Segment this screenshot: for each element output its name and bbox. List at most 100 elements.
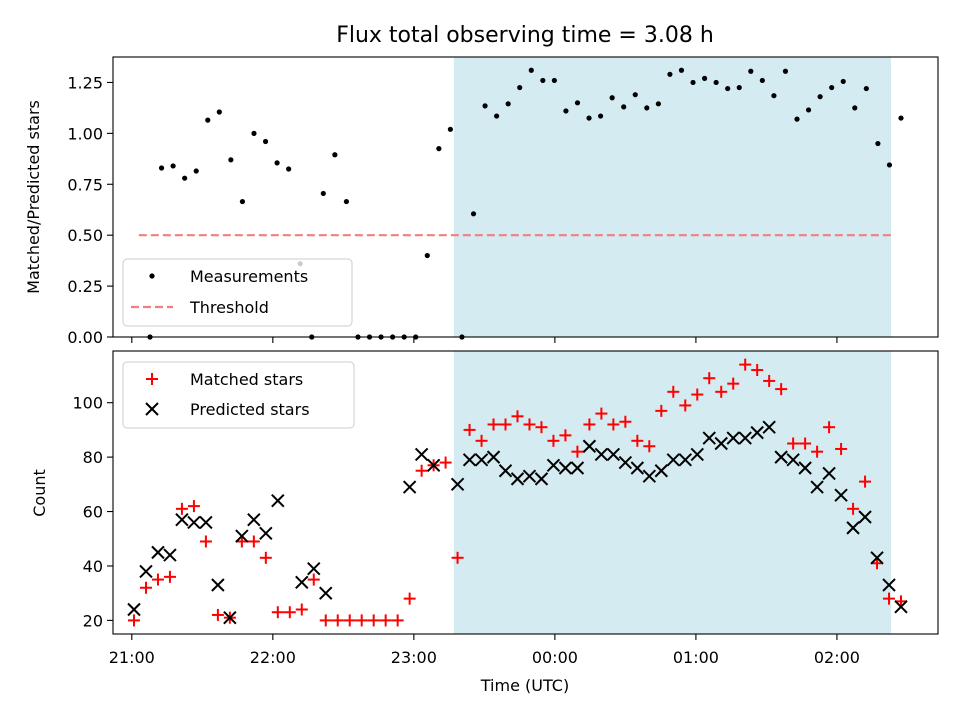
measurement-point: [621, 104, 627, 110]
measurement-point: [829, 84, 835, 91]
top-y-tick-label: 1.25: [67, 73, 103, 92]
measurement-point: [274, 160, 280, 166]
matched-star-marker: [811, 445, 824, 458]
matched-star-marker: [703, 372, 716, 385]
predicted-star-marker: [546, 458, 561, 472]
matched-star-marker: [355, 614, 368, 627]
matched-star-marker: [751, 364, 764, 377]
predicted-star-marker: [666, 453, 681, 467]
bottom-y-tick-label: 20: [83, 611, 103, 630]
measurement-point: [701, 75, 708, 81]
predicted-star-marker: [474, 453, 489, 467]
legend-label-threshold: Threshold: [189, 298, 269, 317]
predicted-star-marker: [163, 548, 177, 562]
legend-marker-measurements: [149, 273, 155, 279]
matched-star-marker: [559, 429, 572, 442]
matched-star-marker: [835, 442, 848, 455]
measurement-point: [563, 108, 569, 114]
predicted-star-marker: [175, 513, 189, 527]
matched-star-marker: [247, 535, 260, 548]
matched-star-marker: [463, 423, 476, 436]
matched-star-marker: [307, 573, 320, 586]
top-y-tick-label: 0.25: [67, 277, 103, 296]
top-xticks: [131, 337, 838, 343]
matched-star-marker: [607, 418, 620, 431]
measurement-point: [840, 78, 846, 85]
matched-star-marker: [235, 535, 248, 548]
bottom-y-tick-label: 100: [72, 394, 103, 413]
predicted-star-marker: [882, 578, 896, 592]
predicted-star-marker: [798, 461, 812, 475]
matched-star-marker: [775, 383, 788, 396]
top-y-tick-label: 1.00: [67, 124, 103, 143]
legend-label-matched: Matched stars: [190, 370, 303, 389]
matched-star-marker: [487, 418, 500, 431]
matched-star-marker: [535, 421, 548, 434]
matched-star-marker: [139, 581, 152, 594]
measurement-point: [713, 79, 719, 86]
predicted-star-marker: [414, 447, 429, 462]
predicted-star-marker: [187, 515, 201, 530]
predicted-star-marker: [894, 600, 908, 614]
predicted-star-marker: [534, 472, 549, 486]
matched-star-marker: [823, 421, 836, 434]
matched-star-marker: [451, 551, 464, 564]
predicted-star-marker: [235, 529, 249, 543]
predicted-star-marker: [247, 513, 261, 527]
measurement-point: [216, 109, 222, 115]
bottom-x-tick-label: 02:00: [814, 648, 860, 667]
matched-star-marker: [391, 614, 404, 627]
matched-star-marker: [343, 614, 356, 627]
predicted-star-marker: [774, 450, 788, 464]
predicted-star-marker: [558, 461, 573, 475]
matched-star-marker: [847, 502, 860, 515]
bottom-xlabel: Time (UTC): [480, 676, 569, 695]
matched-star-marker: [439, 456, 452, 469]
matched-star-marker: [547, 434, 560, 447]
chart-title: Flux total observing time = 3.08 h: [336, 23, 714, 48]
predicted-star-marker: [618, 455, 633, 470]
predicted-star-marker: [714, 436, 728, 451]
predicted-star-marker: [462, 453, 477, 467]
measurement-point: [736, 84, 742, 91]
matched-star-marker: [727, 377, 740, 390]
measurement-point: [332, 152, 338, 158]
measurement-point: [262, 138, 269, 145]
bottom-legend-box: [122, 361, 355, 429]
matched-star-marker: [859, 475, 872, 488]
predicted-star-marker: [426, 458, 441, 472]
matched-star-marker: [187, 500, 200, 513]
bottom-y-tick-label: 60: [83, 503, 103, 522]
measurement-point: [586, 115, 592, 121]
measurement-point: [424, 252, 430, 259]
matched-star-marker: [415, 464, 428, 477]
measurement-point: [482, 103, 488, 109]
measurement-point: [574, 100, 581, 106]
measurement-point: [875, 140, 881, 147]
predicted-star-marker: [810, 480, 824, 494]
bottom-legend: Matched stars Predicted stars: [122, 361, 355, 429]
measurement-point: [320, 190, 326, 197]
predicted-star-marker: [259, 526, 273, 541]
bottom-x-tick-label: 23:00: [391, 648, 437, 667]
predicted-star-marker: [271, 493, 285, 508]
predicted-star-marker: [127, 602, 141, 617]
measurement-point: [655, 101, 661, 107]
predicted-star-marker: [223, 610, 237, 625]
measurement-point: [540, 77, 546, 84]
matched-star-marker: [523, 418, 536, 431]
measurement-point: [286, 166, 292, 172]
measurement-point: [678, 67, 685, 73]
matched-star-marker: [667, 385, 680, 398]
matched-star-marker: [619, 415, 632, 428]
bottom-x-tick-label: 01:00: [673, 648, 719, 667]
measurement-point: [725, 85, 731, 92]
predicted-star-marker: [786, 453, 800, 467]
bottom-x-tick-label: 22:00: [250, 648, 296, 667]
measurement-point: [239, 198, 246, 205]
measurement-point: [170, 163, 176, 169]
predicted-star-marker: [642, 469, 657, 483]
predicted-star-marker: [211, 578, 225, 592]
bottom-ylabel: Count: [30, 469, 49, 517]
predicted-star-marker: [630, 461, 645, 475]
